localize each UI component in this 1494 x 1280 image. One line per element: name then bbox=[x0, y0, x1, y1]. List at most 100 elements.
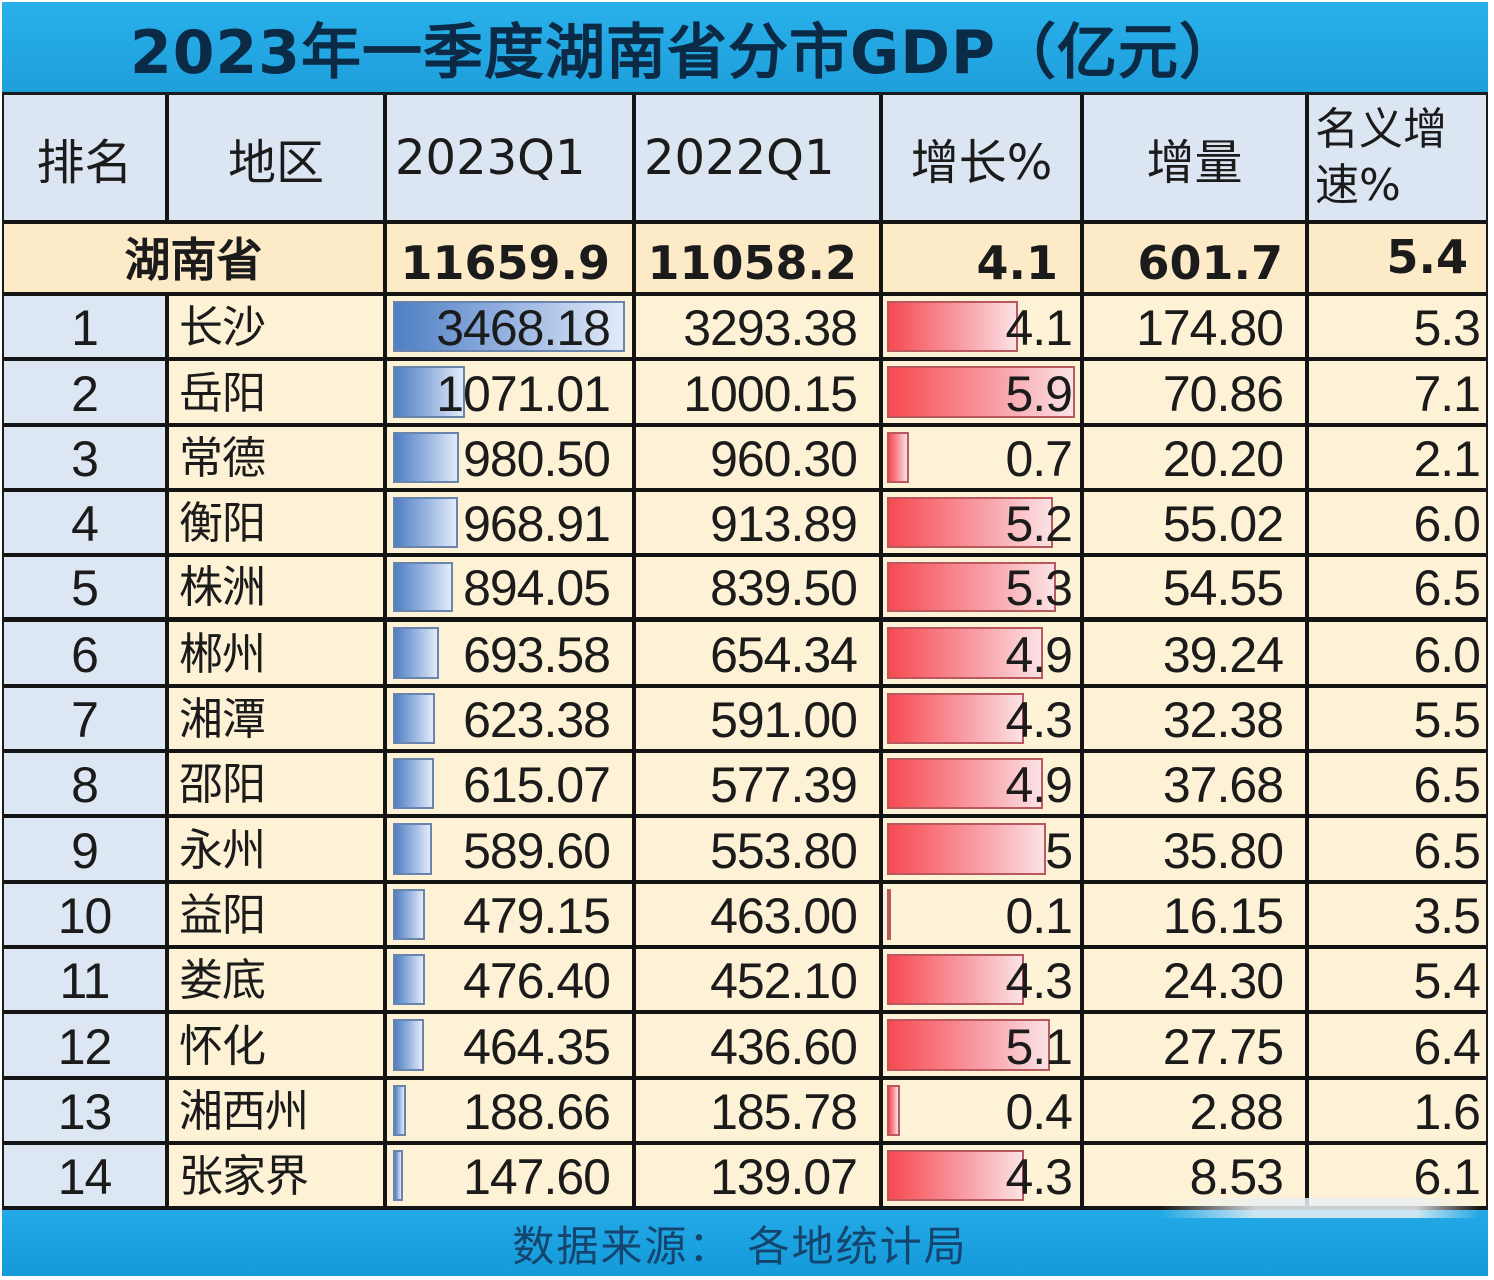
data-bar-blue bbox=[393, 1019, 425, 1071]
data-bar-blue bbox=[393, 758, 435, 810]
data-bar-red bbox=[887, 627, 1044, 679]
nominal-growth-cell: 5.5 bbox=[1309, 687, 1486, 754]
table-row: 2 岳阳 1071.01 1000.15 5.9 70.86 7.1 bbox=[4, 361, 1486, 427]
gdp-2022q1-cell: 553.80 bbox=[636, 818, 883, 884]
rank-cell: 10 bbox=[4, 883, 169, 949]
data-bar-red bbox=[887, 1084, 900, 1136]
col-header-2023q1: 2023Q1 bbox=[387, 95, 636, 224]
region-cell: 湘西州 bbox=[169, 1079, 387, 1145]
table-row: 13 湘西州 188.66 185.78 0.4 2.88 1.6 bbox=[4, 1079, 1486, 1145]
col-header-growth: 增长% bbox=[883, 95, 1084, 224]
data-bar-red bbox=[887, 888, 891, 940]
table-row: 3 常德 980.50 960.30 0.7 20.20 2.1 bbox=[4, 426, 1486, 492]
data-bar-blue bbox=[393, 1149, 403, 1202]
gdp-2023q1-cell: 589.60 bbox=[387, 818, 636, 884]
increment-cell: 37.68 bbox=[1084, 753, 1309, 819]
watermark-smudge bbox=[1160, 1198, 1480, 1218]
table-row: 6 郴州 693.58 654.34 4.9 39.24 6.0 bbox=[4, 622, 1486, 688]
increment-cell: 35.80 bbox=[1084, 818, 1309, 884]
col-header-region: 地区 bbox=[169, 95, 387, 224]
data-bar-red bbox=[887, 301, 1018, 353]
data-bar-red bbox=[887, 823, 1047, 875]
source-text: 数据来源： 各地统计局 bbox=[512, 1221, 968, 1271]
col-header-2022q1: 2022Q1 bbox=[636, 95, 883, 224]
gdp-2022q1-cell: 577.39 bbox=[636, 753, 883, 819]
increment-cell: 20.20 bbox=[1084, 426, 1309, 492]
nominal-growth-cell: 6.5 bbox=[1309, 818, 1486, 884]
increment-cell: 174.80 bbox=[1084, 296, 1309, 362]
data-bar-blue bbox=[393, 562, 453, 613]
region-cell: 怀化 bbox=[169, 1014, 387, 1080]
province-2022q1: 11058.2 bbox=[636, 224, 883, 296]
data-bar-red bbox=[887, 1149, 1025, 1202]
rank-cell: 4 bbox=[4, 491, 169, 558]
province-total-row: 湖南省 11659.9 11058.2 4.1 601.7 5.4 bbox=[4, 224, 1486, 296]
gdp-2022q1-cell: 960.30 bbox=[636, 426, 883, 492]
growth-cell: 4.1 bbox=[883, 296, 1084, 362]
table-row: 7 湘潭 623.38 591.00 4.3 32.38 5.5 bbox=[4, 687, 1486, 754]
region-cell: 常德 bbox=[169, 426, 387, 492]
gdp-2023q1-cell: 894.05 bbox=[387, 557, 636, 623]
data-bar-red bbox=[887, 1019, 1050, 1071]
rank-cell: 2 bbox=[4, 361, 169, 427]
growth-cell: 4.9 bbox=[883, 753, 1084, 819]
rank-cell: 1 bbox=[4, 296, 169, 362]
gdp-2023q1-cell: 693.58 bbox=[387, 622, 636, 688]
table-row: 9 永州 589.60 553.80 5 35.80 6.5 bbox=[4, 818, 1486, 884]
data-bar-blue bbox=[393, 301, 625, 353]
region-cell: 郴州 bbox=[169, 622, 387, 688]
gdp-2022q1-cell: 1000.15 bbox=[636, 361, 883, 427]
gdp-2022q1-cell: 185.78 bbox=[636, 1079, 883, 1145]
growth-cell: 5.1 bbox=[883, 1014, 1084, 1080]
table-row: 14 张家界 147.60 139.07 4.3 8.53 6.1 bbox=[4, 1144, 1486, 1211]
increment-cell: 32.38 bbox=[1084, 687, 1309, 754]
data-bar-blue bbox=[393, 692, 435, 745]
growth-cell: 4.3 bbox=[883, 1144, 1084, 1211]
rank-cell: 13 bbox=[4, 1079, 169, 1145]
nominal-growth-cell: 2.1 bbox=[1309, 426, 1486, 492]
data-bar-blue bbox=[393, 431, 459, 483]
province-nominal-growth: 5.4 bbox=[1309, 224, 1486, 296]
growth-cell: 0.7 bbox=[883, 426, 1084, 492]
region-cell: 湘潭 bbox=[169, 687, 387, 754]
region-cell: 岳阳 bbox=[169, 361, 387, 427]
growth-cell: 4.3 bbox=[883, 687, 1084, 754]
growth-cell: 5 bbox=[883, 818, 1084, 884]
gdp-2023q1-cell: 3468.18 bbox=[387, 296, 636, 362]
gdp-2022q1-cell: 436.60 bbox=[636, 1014, 883, 1080]
data-bar-blue bbox=[393, 953, 425, 1006]
data-bar-red bbox=[887, 496, 1053, 549]
growth-cell: 5.2 bbox=[883, 491, 1084, 558]
nominal-growth-cell: 3.5 bbox=[1309, 883, 1486, 949]
increment-cell: 27.75 bbox=[1084, 1014, 1309, 1080]
nominal-growth-cell: 1.6 bbox=[1309, 1079, 1486, 1145]
table-row: 10 益阳 479.15 463.00 0.1 16.15 3.5 bbox=[4, 883, 1486, 949]
rank-cell: 8 bbox=[4, 753, 169, 819]
data-bar-blue bbox=[393, 1084, 406, 1136]
nominal-growth-cell: 7.1 bbox=[1309, 361, 1486, 427]
data-bar-red bbox=[887, 366, 1075, 418]
gdp-2022q1-cell: 3293.38 bbox=[636, 296, 883, 362]
table-row: 5 株洲 894.05 839.50 5.3 54.55 6.5 bbox=[4, 557, 1486, 623]
region-cell: 邵阳 bbox=[169, 753, 387, 819]
growth-cell: 0.1 bbox=[883, 883, 1084, 949]
rank-cell: 11 bbox=[4, 948, 169, 1015]
province-2023q1: 11659.9 bbox=[387, 224, 636, 296]
increment-cell: 2.88 bbox=[1084, 1079, 1309, 1145]
data-bar-red bbox=[887, 692, 1025, 745]
gdp-2023q1-cell: 623.38 bbox=[387, 687, 636, 754]
data-bar-blue bbox=[393, 366, 465, 418]
increment-cell: 24.30 bbox=[1084, 948, 1309, 1015]
gdp-2023q1-cell: 980.50 bbox=[387, 426, 636, 492]
growth-cell: 5.3 bbox=[883, 557, 1084, 623]
growth-cell: 4.9 bbox=[883, 622, 1084, 688]
col-header-nominal-growth: 名义增 速% bbox=[1309, 95, 1486, 224]
nominal-growth-cell: 6.0 bbox=[1309, 491, 1486, 558]
col-header-rank: 排名 bbox=[4, 95, 169, 224]
data-bar-red bbox=[887, 431, 910, 483]
data-bar-blue bbox=[393, 823, 433, 875]
table-row: 11 娄底 476.40 452.10 4.3 24.30 5.4 bbox=[4, 948, 1486, 1015]
province-increment: 601.7 bbox=[1084, 224, 1309, 296]
region-cell: 益阳 bbox=[169, 883, 387, 949]
gdp-table: 排名 地区 2023Q1 2022Q1 增长% 增量 名义增 速% 湖南省 116… bbox=[4, 95, 1486, 1211]
